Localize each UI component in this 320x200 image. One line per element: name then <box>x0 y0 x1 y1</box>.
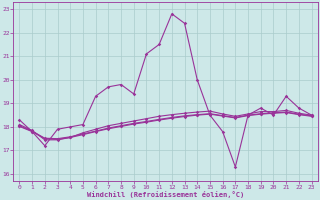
X-axis label: Windchill (Refroidissement éolien,°C): Windchill (Refroidissement éolien,°C) <box>87 191 244 198</box>
